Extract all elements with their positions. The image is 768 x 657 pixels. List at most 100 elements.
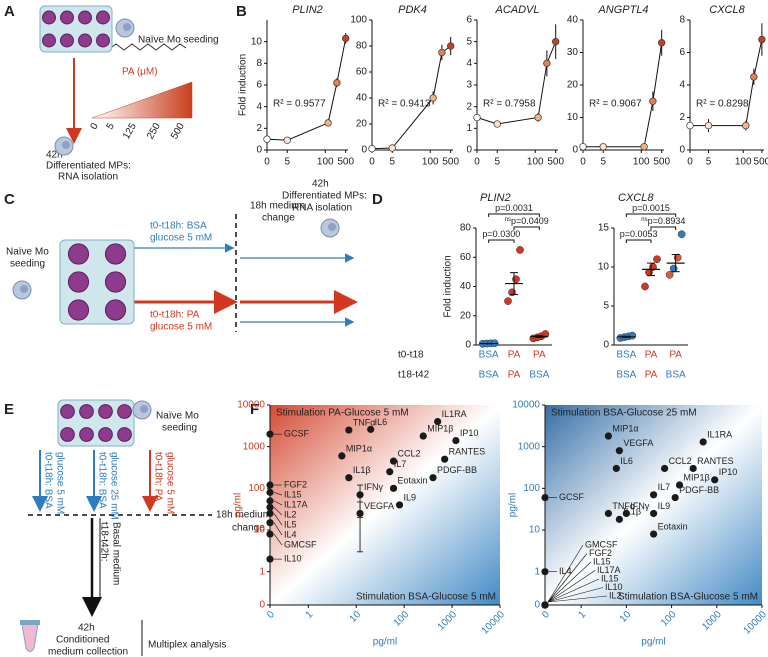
p-label: p=0.0031 (495, 203, 533, 213)
y-tick-label: 0 (256, 145, 262, 156)
label: t0-t18h: BSA (42, 452, 53, 509)
point-label: IP10 (460, 428, 479, 438)
panel-labels: A B C D E F (4, 3, 383, 418)
y-tick-label: 5 (603, 301, 609, 312)
point-label: IL7 (658, 482, 671, 492)
point (356, 491, 364, 499)
point (699, 438, 707, 446)
x-tick-label: PA (508, 350, 521, 361)
point-label: IL1RA (707, 429, 732, 439)
p-value: p=0.0300 (482, 229, 520, 239)
point (389, 457, 398, 465)
point (473, 113, 481, 122)
point (671, 493, 679, 502)
point (419, 432, 427, 440)
point (541, 568, 549, 576)
point (686, 121, 694, 130)
well (79, 404, 94, 419)
y-tick-label: 0 (361, 145, 367, 156)
label: glucose 5 mM (54, 452, 65, 514)
chart-title: PDK4 (398, 4, 427, 16)
dose: 0 (89, 121, 102, 132)
y-axis-label: Fold induction (238, 54, 249, 116)
point (266, 430, 274, 438)
p-value: p=0.0053 (620, 229, 658, 239)
chart-title: CXCL8 (709, 4, 745, 16)
point-label: IL17A (597, 565, 621, 575)
x-tick-label: 100 (527, 157, 544, 168)
point-label: IL15 (601, 573, 619, 583)
tube-icon (21, 623, 39, 652)
point (266, 509, 274, 518)
x-tick-label: 500 (337, 157, 354, 168)
y-tick-label: 20 (460, 310, 472, 321)
panel-label: C (4, 191, 15, 208)
x-tick-label: 100 (633, 157, 650, 168)
point (324, 119, 332, 127)
y-axis-label: Fold induction (443, 255, 454, 317)
background (270, 405, 500, 605)
y-tick-label: 20 (567, 80, 579, 91)
point-label: IFNγ (364, 482, 383, 492)
point-label: GCSF (559, 492, 585, 502)
label: t0-t18h: BSA (150, 221, 207, 232)
point (266, 497, 274, 505)
y-tick-label: 100 (350, 15, 367, 26)
label: 42h (46, 150, 63, 161)
point (649, 509, 658, 518)
label: 42h (78, 623, 95, 634)
label: RNA isolation (58, 172, 118, 183)
x-tick-label: 0 (687, 157, 693, 168)
chart-title: ANGPTL4 (597, 4, 648, 16)
significance-bracket (625, 239, 652, 243)
y-tick-label: 10 (251, 36, 263, 47)
fit-curve (371, 45, 451, 150)
x-tick-label: 0 (540, 609, 552, 621)
label: RNA isolation (292, 203, 352, 214)
x-tick-label: 5 (389, 157, 395, 168)
y-tick-label: 6 (679, 47, 685, 58)
well (104, 299, 127, 321)
label: Differentiated MPs: (46, 161, 131, 172)
point (266, 530, 274, 538)
well (42, 10, 56, 25)
point (649, 530, 658, 538)
label: change (232, 523, 265, 534)
y-tick-label: 80 (460, 223, 472, 234)
point (395, 501, 404, 509)
cell-nucleus (328, 223, 336, 231)
annotation: R² = 0.7958 (483, 99, 536, 110)
chart-title: Stimulation BSA-Glucose 25 mM (551, 408, 697, 419)
point (504, 297, 512, 305)
p-label: p=0.0409 (511, 216, 549, 226)
leader-line (273, 492, 283, 496)
chart-title: PLIN2 (480, 192, 511, 204)
point-label: MIP1β (684, 472, 710, 482)
label: change (262, 213, 295, 224)
annotation: R² = 0.9413 (378, 99, 431, 110)
significance-bracket (650, 226, 677, 230)
leader-line (547, 587, 604, 603)
well (96, 10, 110, 25)
y-tick-label: 0 (465, 340, 471, 351)
x-tick-label: 5 (706, 157, 712, 168)
x-tick-label: 1000 (436, 609, 460, 633)
label: glucose 25 mM (108, 452, 119, 520)
x-tick-label: 0 (580, 157, 586, 168)
label: Conditioned (56, 635, 109, 646)
well (60, 404, 75, 419)
point-label: IL5 (284, 519, 297, 529)
x-tick-label: 0 (474, 157, 480, 168)
label: Differentiated MPs: (282, 191, 367, 202)
point-label: IL2 (609, 590, 622, 600)
x-tick-label: 0 (369, 157, 375, 168)
label: Naïve Mo (156, 411, 199, 422)
point-label: TNFα (353, 417, 376, 427)
y-tick-label: 30 (567, 47, 579, 58)
point (534, 113, 542, 122)
label: t0-t18h: PA (150, 310, 200, 321)
point-label: MIP1α (612, 423, 638, 433)
x-tick-label: 0 (265, 609, 277, 621)
leader-line (547, 553, 588, 603)
y-tick-label: 2 (466, 101, 472, 112)
